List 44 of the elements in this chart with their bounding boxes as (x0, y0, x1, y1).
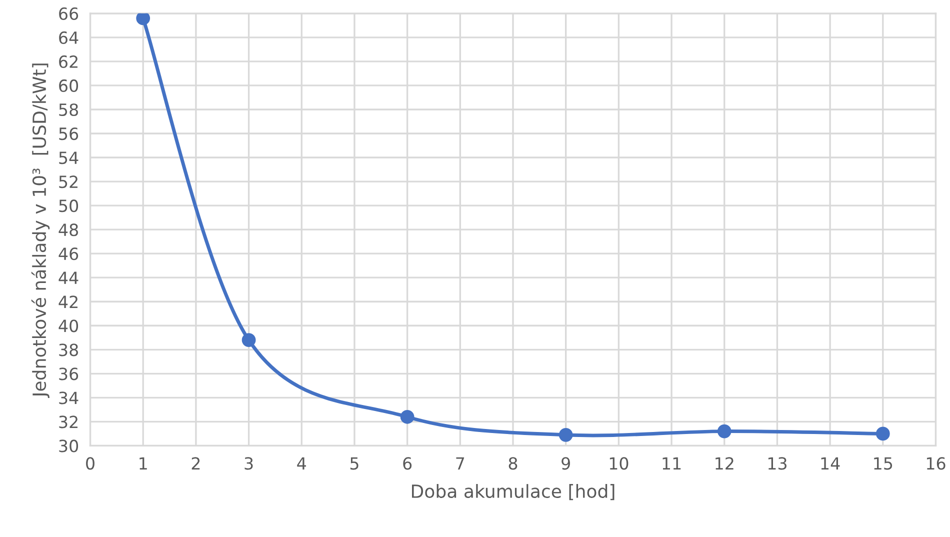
point (400, 410, 414, 424)
y-tick-label: 66 (59, 7, 78, 20)
y-tick-label: 64 (59, 31, 78, 44)
y-tick-label: 30 (59, 440, 78, 452)
y-tick-label: 60 (59, 79, 78, 92)
y-tick-label: 34 (59, 392, 78, 404)
x-tick-label: 1 (140, 457, 147, 470)
y-tick-label: 54 (59, 152, 78, 164)
point (876, 426, 890, 441)
x-axis-title: Doba akumulace [hod] (412, 484, 614, 500)
x-tick-label: 5 (350, 457, 358, 470)
x-tick-label: 16 (926, 457, 946, 470)
y-tick-label: 48 (58, 224, 78, 236)
y-tick-label: 50 (59, 200, 78, 212)
x-tick-label: 0 (86, 457, 94, 470)
x-tick-label: 9 (562, 457, 570, 470)
y-tick-label: 36 (59, 368, 78, 380)
x-tick-label: 15 (874, 457, 892, 470)
x-tick-label: 7 (456, 457, 464, 470)
y-tick-label: 46 (58, 248, 78, 260)
y-tick-label: 42 (58, 296, 78, 308)
y-tick-label: 56 (59, 127, 78, 140)
x-tick-label: 4 (297, 457, 306, 470)
y-tick-label: 40 (58, 320, 78, 332)
x-tick-label: 2 (192, 457, 200, 470)
x-tick-label: 6 (403, 457, 412, 470)
y-tick-label: 38 (59, 344, 78, 356)
x-tick-label: 13 (768, 457, 786, 470)
x-tick-label: 11 (662, 457, 681, 470)
point (136, 13, 150, 26)
y-tick-label: 32 (59, 416, 78, 428)
y-tick-label: 62 (59, 55, 78, 68)
x-tick-label: 12 (716, 457, 734, 470)
y-tick-label: 52 (59, 176, 78, 188)
x-tick-label: 10 (610, 457, 628, 470)
point (717, 424, 732, 438)
point (558, 428, 573, 442)
x-tick-label: 3 (244, 457, 253, 470)
point (242, 333, 256, 347)
y-axis-title: Jednotkové náklady v 10³ [USD/kWt] (31, 64, 50, 398)
x-tick-label: 8 (508, 457, 518, 470)
y-tick-label: 44 (58, 272, 78, 284)
y-tick-label: 58 (59, 103, 78, 116)
x-tick-label: 14 (821, 457, 840, 470)
